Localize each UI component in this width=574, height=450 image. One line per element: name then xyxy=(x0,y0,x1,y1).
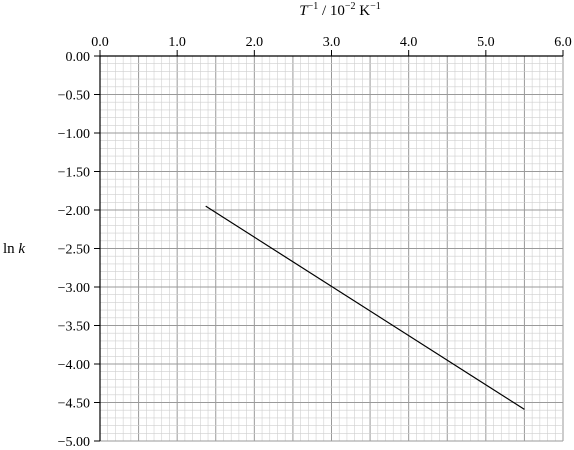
x-tick-label: 1.0 xyxy=(168,35,186,50)
x-tick-label: 5.0 xyxy=(477,35,495,50)
series-line xyxy=(205,205,525,410)
y-tick-label: −4.00 xyxy=(58,358,90,373)
x-tick-label: 0.0 xyxy=(91,35,109,50)
y-tick-label: −2.50 xyxy=(58,243,90,258)
y-tick-label: −0.50 xyxy=(58,89,90,104)
y-tick-label: −3.00 xyxy=(58,281,90,296)
x-tick-label: 6.0 xyxy=(554,35,572,50)
grid xyxy=(99,55,564,442)
tick-labels: 0.0 1.0 2.0 3.0 4.0 5.0 6.0 0.00 −0.50 −1.00 −1.50… xyxy=(58,35,572,450)
y-tick-label: 0.00 xyxy=(66,50,91,65)
ticks xyxy=(94,50,564,442)
y-tick-label: −1.50 xyxy=(58,166,90,181)
x-tick-label: 3.0 xyxy=(323,35,341,50)
series xyxy=(205,205,525,410)
y-tick-label: −1.00 xyxy=(58,127,90,142)
y-axis-title: ln k xyxy=(3,241,25,257)
y-tick-label: −2.00 xyxy=(58,204,90,219)
y-tick-label: −3.50 xyxy=(58,320,90,335)
x-axis-title: T−1 / 10−2 K−1 xyxy=(299,1,381,19)
y-tick-label: −4.50 xyxy=(58,397,90,412)
x-tick-label: 4.0 xyxy=(400,35,418,50)
y-tick-label: −5.00 xyxy=(58,435,90,450)
x-tick-label: 2.0 xyxy=(246,35,264,50)
